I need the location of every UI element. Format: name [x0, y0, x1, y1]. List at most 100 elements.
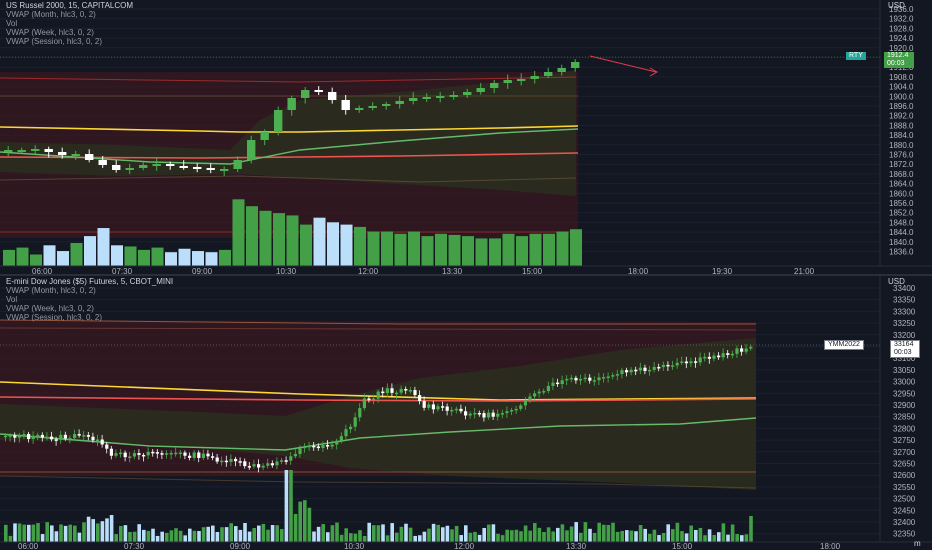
ym-volume-bar: [459, 535, 463, 542]
ym-candle: [427, 404, 431, 408]
ym-volume-bar: [542, 531, 546, 542]
ym-volume-bar: [142, 529, 146, 542]
ym-volume-bar: [275, 525, 279, 542]
ym-study-vol[interactable]: Vol: [6, 295, 18, 304]
rty-candle: [125, 168, 134, 170]
ym-volume-bar: [321, 524, 325, 542]
ym-study-vwap-week[interactable]: VWAP (Week, hlc3, 0, 2): [6, 304, 94, 313]
pane-divider[interactable]: [0, 274, 932, 276]
rty-price-tick: 1836.0: [889, 248, 914, 257]
ym-candle: [50, 436, 54, 440]
rty-volume-bar: [340, 224, 353, 266]
ym-volume-bar: [229, 523, 233, 542]
ym-candle: [519, 405, 523, 409]
ym-candle: [188, 455, 192, 458]
ym-volume-bar: [638, 525, 643, 542]
rty-candle: [476, 88, 485, 92]
rty-candle: [152, 164, 161, 166]
ym-chart-canvas[interactable]: 3340033350333003325033200331503310033050…: [0, 276, 932, 550]
ym-candle: [86, 435, 90, 437]
ym-candle: [707, 356, 711, 359]
ym-time-tick: 18:00: [820, 542, 841, 550]
rty-candle: [179, 166, 188, 168]
rty-candle: [233, 160, 242, 169]
ym-candle: [289, 456, 293, 461]
rty-study-vol[interactable]: Vol: [6, 19, 18, 28]
ym-volume-bar: [712, 534, 716, 542]
ym-volume-bar: [684, 533, 689, 542]
ym-candle: [211, 456, 215, 458]
rty-volume-bar: [448, 234, 461, 266]
ym-volume-bar: [441, 527, 445, 542]
rty-price-tick: 1876.0: [889, 151, 914, 160]
rty-candle: [274, 110, 283, 132]
ym-candle: [247, 466, 251, 468]
ym-volume-bar: [707, 529, 712, 542]
ym-candle: [303, 446, 307, 449]
ym-timezone-label[interactable]: m: [914, 539, 921, 548]
ym-candle: [326, 445, 330, 447]
ym-candle: [560, 380, 564, 385]
ym-price-tick: 33000: [893, 378, 916, 387]
ym-price-tick: 33250: [893, 319, 916, 328]
ym-price-tick: 32350: [893, 530, 916, 539]
ym-currency-label: USD: [888, 277, 905, 286]
ym-candle: [197, 452, 201, 458]
ym-price-tick: 32750: [893, 436, 916, 445]
rty-vwap-month-line: [0, 152, 579, 159]
ym-candle: [418, 395, 422, 402]
ym-candle: [372, 398, 376, 401]
ym-volume-bar: [740, 535, 744, 542]
ym-study-vwap-month[interactable]: VWAP (Month, hlc3, 0, 2): [6, 286, 96, 295]
rty-volume-bar: [286, 215, 299, 266]
rty-candle: [463, 92, 472, 95]
ym-volume-bar: [418, 535, 422, 542]
rty-vwap-session-line: [0, 128, 579, 165]
ym-study-vwap-session[interactable]: VWAP (Session, hlc3, 0, 2): [6, 313, 103, 322]
ym-volume-bar: [165, 532, 169, 542]
ym-candle: [712, 355, 716, 359]
rty-study-vwap-month[interactable]: VWAP (Month, hlc3, 0, 2): [6, 10, 96, 19]
ym-volume-bar: [565, 530, 569, 542]
ym-volume-bar: [8, 535, 13, 542]
rty-study-vwap-week[interactable]: VWAP (Week, hlc3, 0, 2): [6, 28, 94, 37]
ym-candle: [505, 411, 509, 414]
ym-candle: [565, 378, 569, 381]
ym-candle: [151, 451, 155, 454]
ym-month-upper-line: [0, 319, 756, 325]
ym-candle: [201, 453, 205, 458]
ym-candle: [569, 377, 573, 380]
ym-candle: [500, 413, 504, 415]
rty-vwap-week-line: [0, 125, 579, 133]
ym-candle: [464, 411, 468, 416]
ym-candle: [275, 461, 279, 466]
rty-chart-pane[interactable]: 1936.01932.01928.01924.01920.01916.01912…: [0, 0, 932, 274]
ym-price-tick: 32850: [893, 413, 916, 422]
ym-candle: [183, 452, 187, 456]
ym-candle: [422, 401, 426, 408]
ym-candle: [487, 412, 491, 418]
ym-volume-bar: [491, 524, 496, 542]
rty-study-vwap-session[interactable]: VWAP (Session, hlc3, 0, 2): [6, 37, 103, 46]
ym-volume-bar: [50, 525, 54, 542]
ym-price-tick: 32650: [893, 460, 916, 469]
ym-volume-bar: [454, 525, 459, 542]
ym-candle: [146, 451, 150, 456]
ym-candle: [321, 445, 325, 449]
ym-candle: [468, 413, 472, 416]
ym-candle: [491, 412, 495, 417]
ym-volume-bar: [160, 531, 164, 542]
ym-title[interactable]: E-mini Dow Jones ($5) Futures, 5, CBOT_M…: [6, 277, 174, 286]
rty-candle: [355, 108, 364, 110]
ym-candle: [450, 409, 454, 412]
rty-chart-canvas[interactable]: 1936.01932.01928.01924.01920.01916.01912…: [0, 0, 932, 274]
ym-price-tick: 32550: [893, 483, 916, 492]
rty-month-upper-line: [0, 76, 577, 83]
rty-volume-bar: [124, 246, 137, 266]
ym-volume-bar: [505, 529, 509, 542]
rty-candle: [517, 79, 526, 81]
rty-title[interactable]: US Russel 2000, 15, CAPITALCOM: [6, 1, 134, 10]
ym-price-tick: 33050: [893, 366, 916, 375]
ym-volume-bar: [266, 529, 270, 542]
ym-chart-pane[interactable]: 3340033350333003325033200331503310033050…: [0, 276, 932, 550]
